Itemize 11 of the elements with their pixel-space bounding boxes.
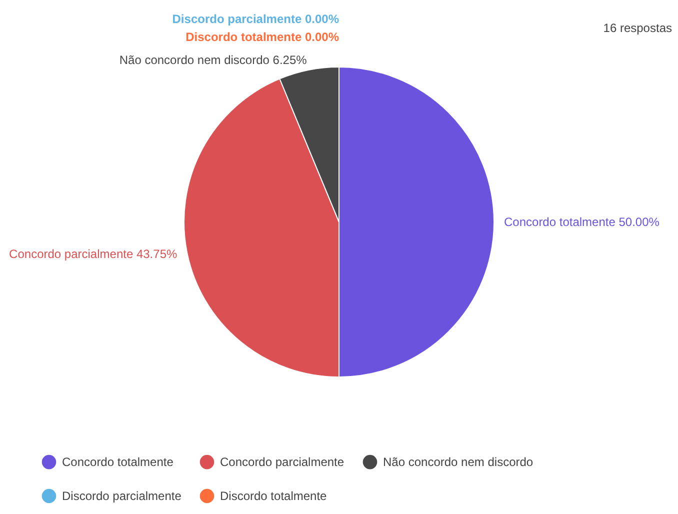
text: 16 respostas xyxy=(603,21,672,35)
category-label: Concordo parcialmente 43.75% xyxy=(9,247,178,262)
category-label: Discordo parcialmente 0.00% xyxy=(172,12,339,26)
legend-label: Concordo parcialmente xyxy=(220,455,344,470)
legend-label: Discordo totalmente xyxy=(220,489,328,503)
legend-label: Discordo parcialmente xyxy=(62,489,182,503)
legend-label: Concordo totalmente xyxy=(62,455,174,470)
category-label: Não concordo nem discordo 6.25% xyxy=(119,53,307,68)
legend-label: Não concordo nem discordo xyxy=(383,455,534,470)
category-label: Discordo totalmente 0.00% xyxy=(186,30,339,44)
category-label: Concordo totalmente 50.00% xyxy=(504,215,660,229)
